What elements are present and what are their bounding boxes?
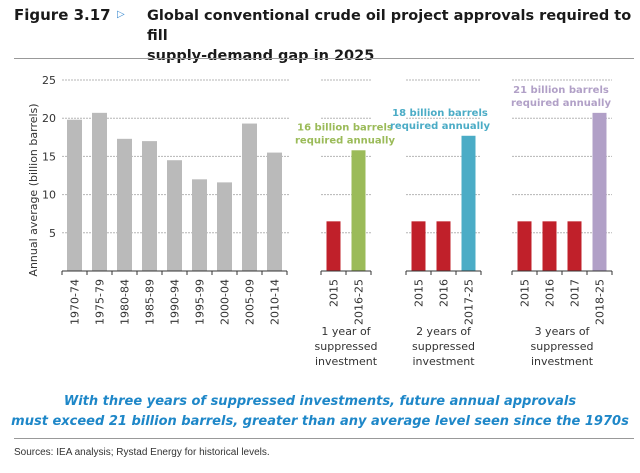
bar-annotation: required annually [511, 98, 611, 109]
x-tick-label: 2016 [544, 279, 557, 307]
bar-2017-25 [461, 135, 476, 271]
group-label: 2 years of [416, 325, 472, 338]
bar-1985-89 [142, 141, 157, 271]
takeaway-callout: With three years of suppressed investmen… [0, 392, 640, 432]
bar-2015 [411, 221, 426, 271]
bar-2015 [326, 221, 341, 271]
group-label: suppressed [531, 340, 594, 353]
bar-1970-74 [67, 119, 82, 271]
bar-2016-25 [351, 150, 366, 271]
bar-2005-09 [242, 123, 257, 271]
x-tick-label: 2015 [328, 279, 341, 307]
group-label: investment [531, 355, 594, 368]
title-line-1: Global conventional crude oil project ap… [147, 8, 632, 44]
bar-2015 [517, 221, 532, 271]
y-tick-label: 5 [49, 227, 56, 240]
group-label: suppressed [315, 340, 378, 353]
group-label: 1 year of [321, 325, 371, 338]
bar-1980-84 [117, 138, 132, 271]
x-tick-label: 1980-84 [119, 279, 132, 325]
x-tick-label: 1990-94 [169, 279, 182, 325]
figure-label: Figure 3.17 [14, 6, 111, 24]
x-tick-label: 2016 [438, 279, 451, 307]
takeaway-line-1: With three years of suppressed investmen… [63, 394, 577, 409]
bar-2016 [436, 221, 451, 271]
footer-divider [14, 438, 634, 439]
x-tick-label: 2018-25 [594, 279, 607, 325]
x-tick-label: 2000-04 [219, 279, 232, 325]
bar-2018-25 [592, 112, 607, 271]
bar-1995-99 [192, 179, 207, 271]
triangle-right-icon: ▷ [117, 9, 125, 20]
bar-annotation: required annually [390, 121, 490, 132]
x-tick-labels: 1970-74 1975-79 1980-84 1985-89 1990-94 1995-… [69, 279, 607, 325]
bar-2016 [542, 221, 557, 271]
x-tick-label: 1985-89 [144, 279, 157, 325]
y-axis-label: Annual average (billion barrels) [27, 103, 40, 276]
x-tick-label: 1970-74 [69, 279, 82, 325]
y-tick-label: 20 [42, 112, 56, 125]
group-labels: 1 year of suppressed investment 2 years of s… [315, 325, 594, 368]
bar-2017 [567, 221, 582, 271]
y-tick-labels: 5 10 15 20 25 [42, 74, 56, 240]
x-tick-label: 2015 [413, 279, 426, 307]
bar-2000-04 [217, 182, 232, 271]
bars [67, 112, 607, 271]
x-tick-label: 2017 [569, 279, 582, 307]
title-line-2: supply-demand gap in 2025 [147, 48, 375, 64]
x-tick-label: 2017-25 [463, 279, 476, 325]
group-label: investment [412, 355, 475, 368]
bar-annotation: 18 billion barrels [392, 108, 488, 119]
takeaway-line-2: must exceed 21 billion barrels, greater … [11, 414, 629, 429]
bar-annotation: 16 billion barrels [297, 122, 393, 133]
header-divider [14, 58, 634, 59]
group-label: 3 years of [535, 325, 591, 338]
x-tick-label: 1975-79 [94, 279, 107, 325]
group-label: investment [315, 355, 378, 368]
x-tick-label: 2005-09 [244, 279, 257, 325]
x-tick-label: 2015 [519, 279, 532, 307]
bar-1990-94 [167, 160, 182, 271]
x-axes [61, 270, 613, 275]
x-tick-label: 1995-99 [194, 279, 207, 325]
chart: Annual average (billion barrels) 5 10 15 20… [27, 74, 613, 368]
bar-1975-79 [92, 112, 107, 271]
bar-2010-14 [267, 152, 282, 271]
bar-annotation: required annually [295, 135, 395, 146]
y-tick-label: 25 [42, 74, 56, 87]
x-tick-label: 2010-14 [269, 279, 282, 325]
x-tick-label: 2016-25 [353, 279, 366, 325]
group-label: suppressed [412, 340, 475, 353]
figure-title: Global conventional crude oil project ap… [147, 6, 637, 66]
bar-annotation: 21 billion barrels [513, 85, 609, 96]
y-tick-label: 15 [42, 150, 56, 163]
sources-note: Sources: IEA analysis; Rystad Energy for… [14, 447, 270, 458]
y-tick-label: 10 [42, 189, 56, 202]
